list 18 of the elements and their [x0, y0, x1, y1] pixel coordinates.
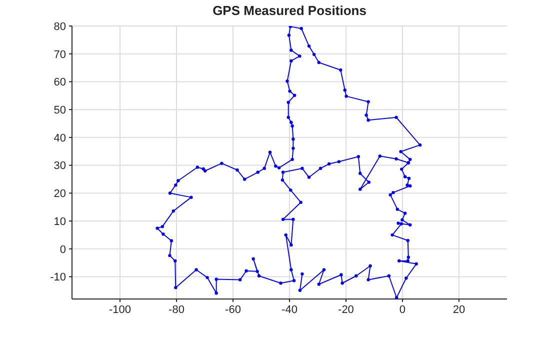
x-tick-label: -100: [109, 304, 132, 316]
y-tick-label: 20: [54, 188, 66, 200]
x-tick-label: 0: [399, 304, 406, 316]
x-tick-label: -80: [168, 304, 184, 316]
y-tick-label: 40: [54, 132, 66, 144]
y-tick-label: 60: [54, 76, 66, 89]
x-tick-label: 20: [452, 304, 466, 316]
y-tick-label: -10: [50, 272, 66, 284]
x-tick-label: -40: [282, 304, 298, 316]
x-tick-label: -20: [338, 304, 354, 316]
y-tick-label: 0: [60, 244, 66, 256]
y-tick-label: 30: [54, 160, 66, 172]
y-tick-label: 80: [54, 20, 66, 33]
y-tick-label: 70: [54, 48, 66, 61]
y-tick-label: 50: [54, 104, 66, 116]
x-tick-label: -60: [225, 304, 241, 316]
y-tick-label: 10: [54, 216, 66, 228]
chart-title: GPS Measured Positions: [212, 3, 368, 18]
